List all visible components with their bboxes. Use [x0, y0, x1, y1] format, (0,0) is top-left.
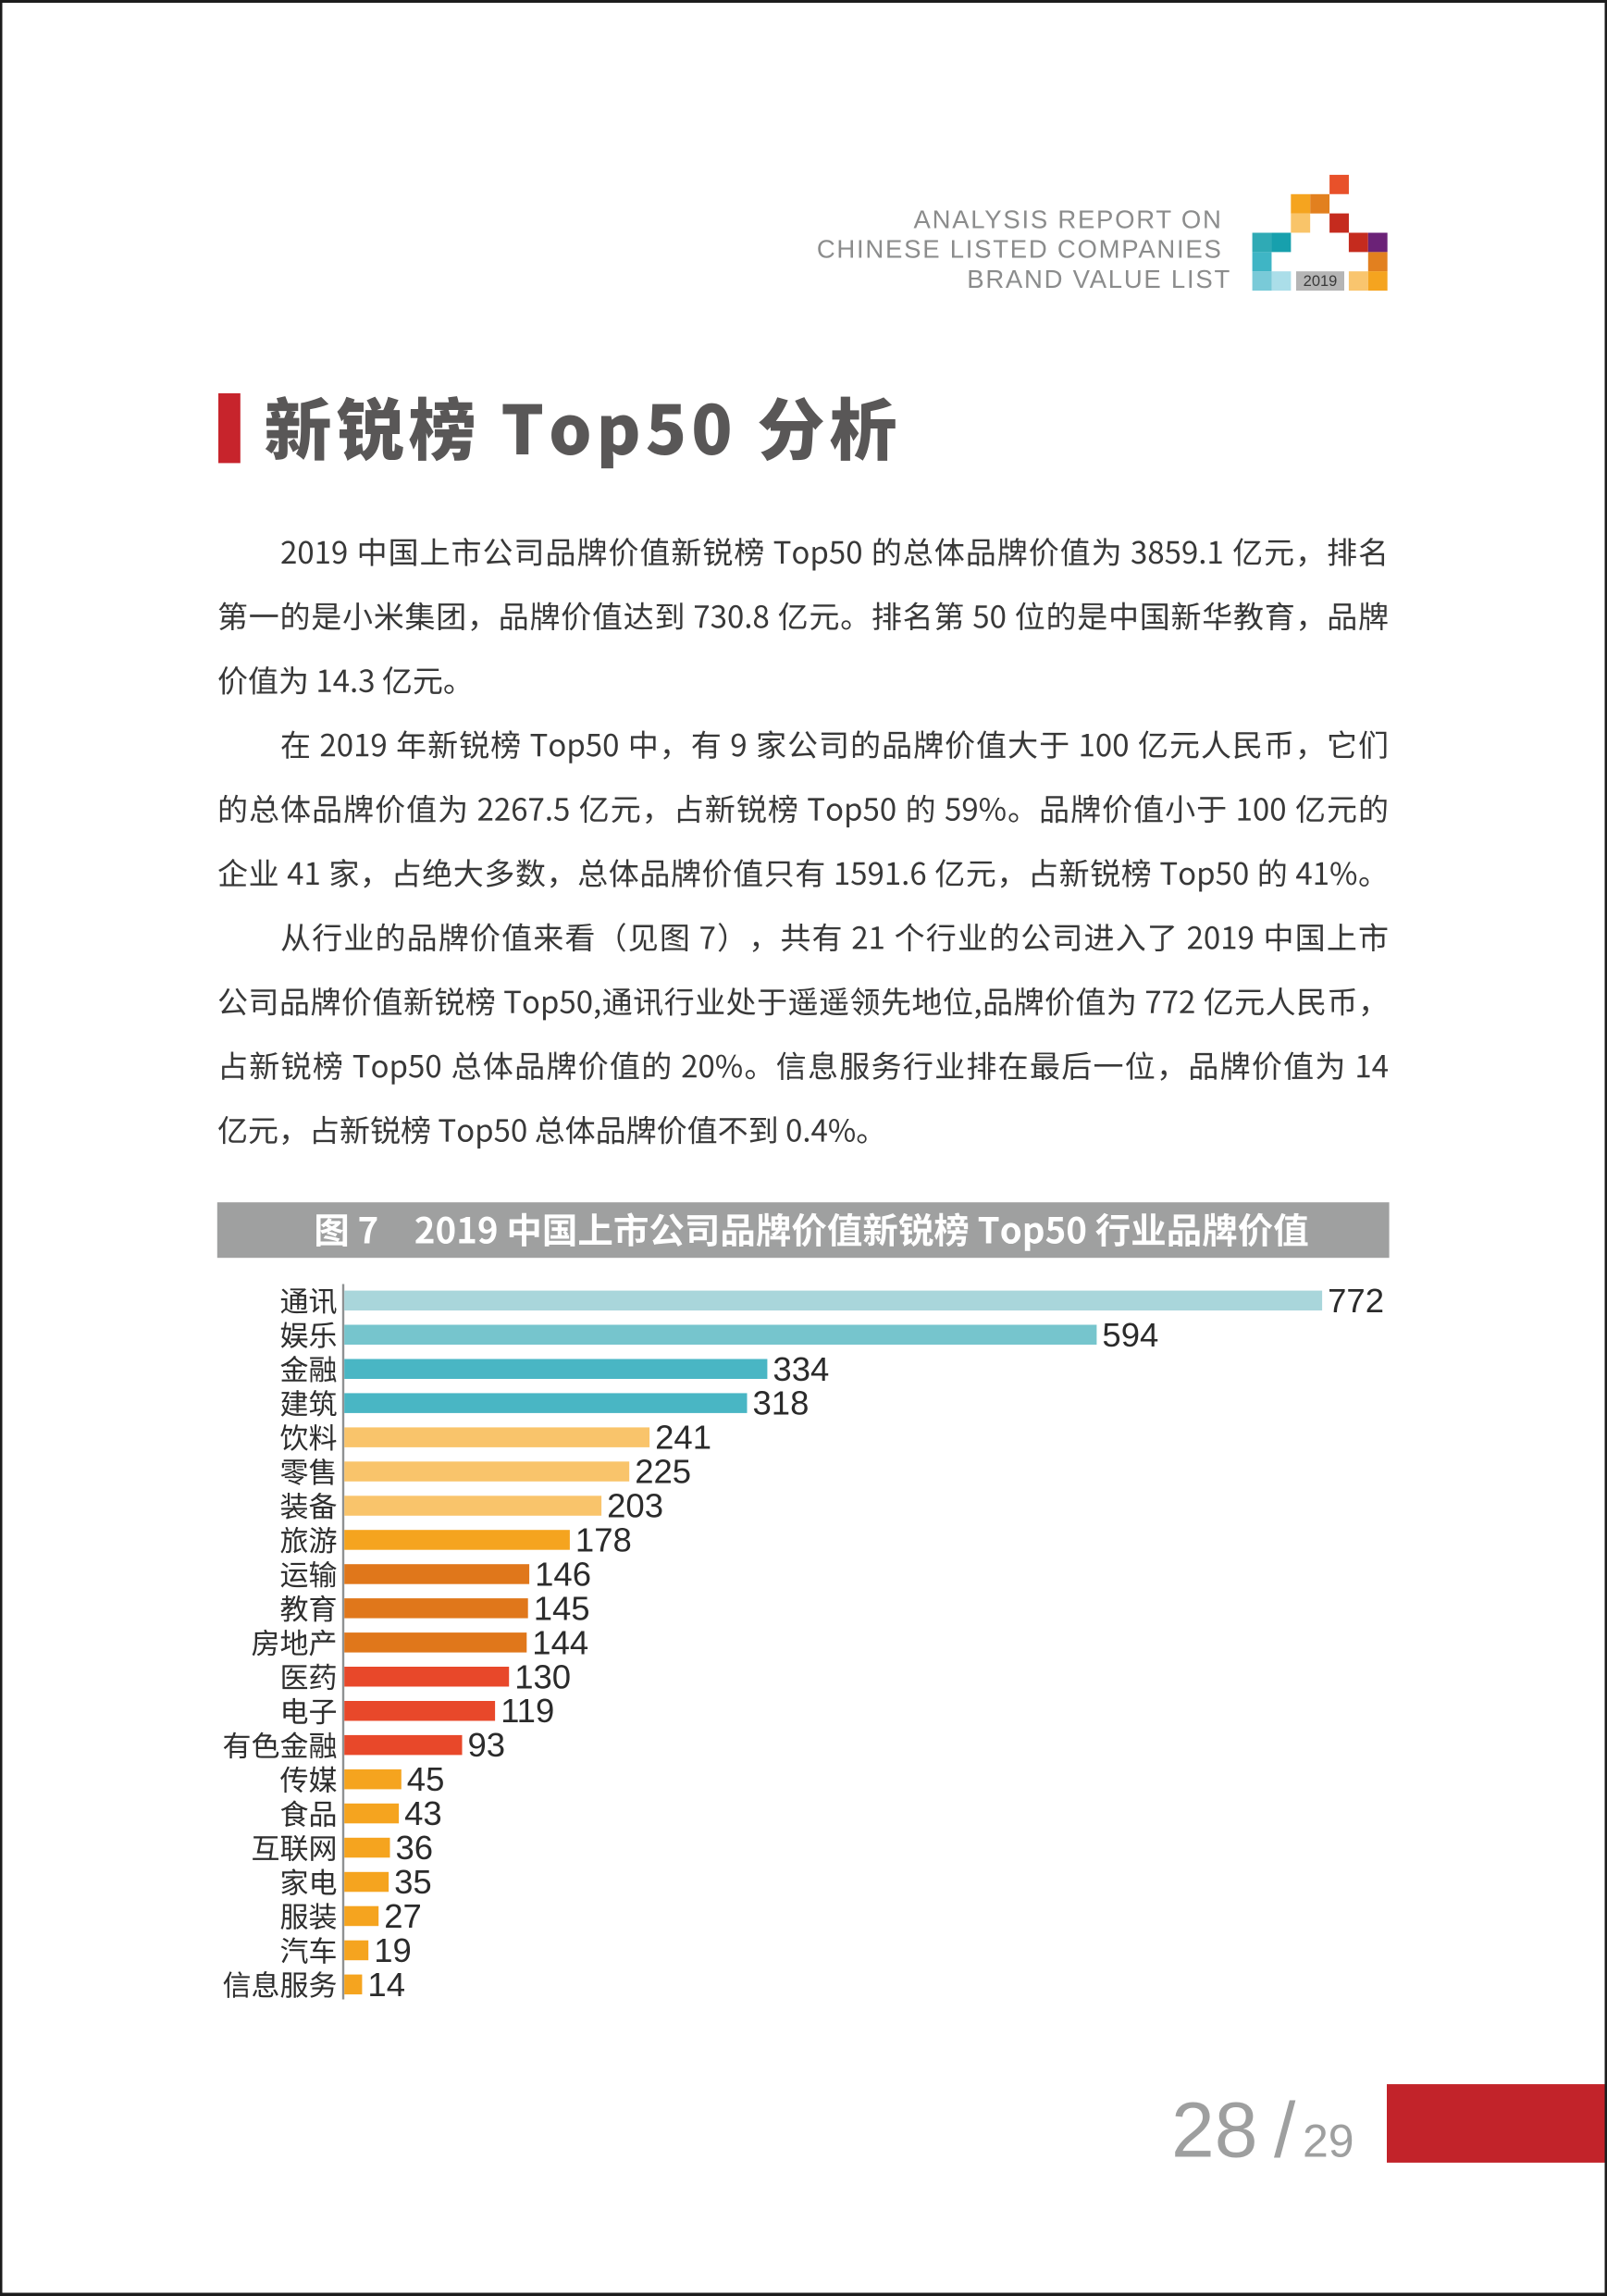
- svg-text:ANALYSIS REPORT ON CHINESE LIS: ANALYSIS REPORT ON CHINESE LISTED COMPAN…: [817, 205, 1231, 293]
- svg-text:28/29: 28/29: [1171, 2086, 1354, 2173]
- svg-text:2019: 2019: [1304, 273, 1338, 290]
